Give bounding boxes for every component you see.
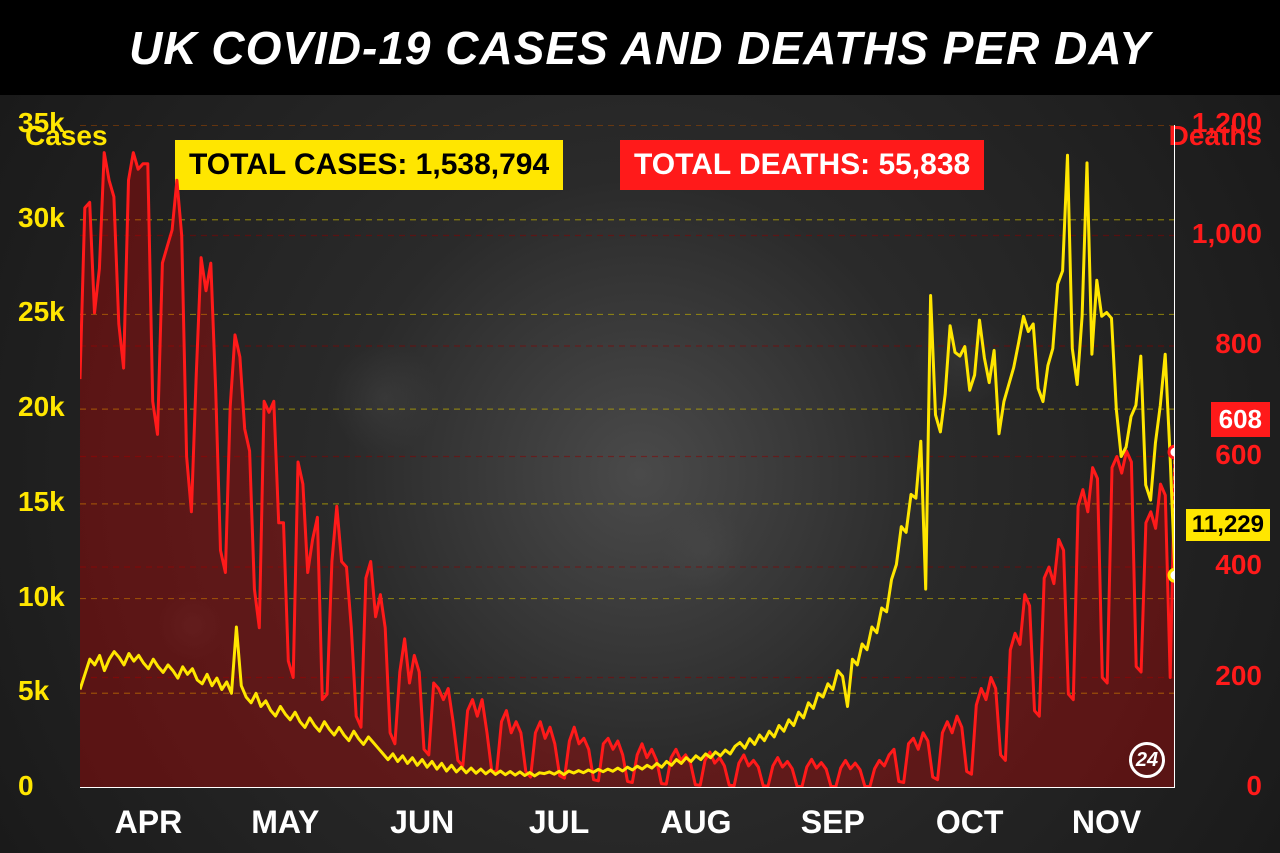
title-bar: UK COVID-19 CASES AND DEATHS PER DAY [0, 0, 1280, 95]
y-left-tick: 15k [18, 486, 65, 518]
x-month-label: AUG [660, 804, 731, 841]
y-right-tick: 1,000 [1192, 218, 1262, 250]
y-right-tick: 200 [1215, 660, 1262, 692]
plot-region [80, 125, 1175, 788]
x-month-label: JUL [529, 804, 589, 841]
x-month-label: APR [115, 804, 183, 841]
y-right-tick: 800 [1215, 328, 1262, 360]
page-title: UK COVID-19 CASES AND DEATHS PER DAY [129, 21, 1151, 75]
y-right-tick: 400 [1215, 549, 1262, 581]
y-left-tick: 35k [18, 107, 65, 139]
y-left-tick: 0 [18, 770, 34, 802]
end-value-deaths: 608 [1211, 402, 1270, 437]
end-value-cases: 11,229 [1186, 509, 1270, 541]
y-right-tick: 600 [1215, 439, 1262, 471]
y-left-tick: 10k [18, 581, 65, 613]
y-left-tick: 30k [18, 202, 65, 234]
y-right-tick: 0 [1246, 770, 1262, 802]
chart-area: Cases Deaths TOTAL CASES: 1,538,794 TOTA… [0, 95, 1280, 853]
y-left-tick: 5k [18, 675, 49, 707]
x-month-label: JUN [390, 804, 454, 841]
x-month-label: SEP [801, 804, 865, 841]
y-right-tick: 1,200 [1192, 107, 1262, 139]
x-month-label: MAY [251, 804, 319, 841]
x-month-label: NOV [1072, 804, 1141, 841]
x-month-label: OCT [936, 804, 1004, 841]
source-logo-icon: 24 [1129, 742, 1165, 778]
y-left-tick: 20k [18, 391, 65, 423]
y-left-tick: 25k [18, 296, 65, 328]
chart-svg [80, 125, 1175, 788]
